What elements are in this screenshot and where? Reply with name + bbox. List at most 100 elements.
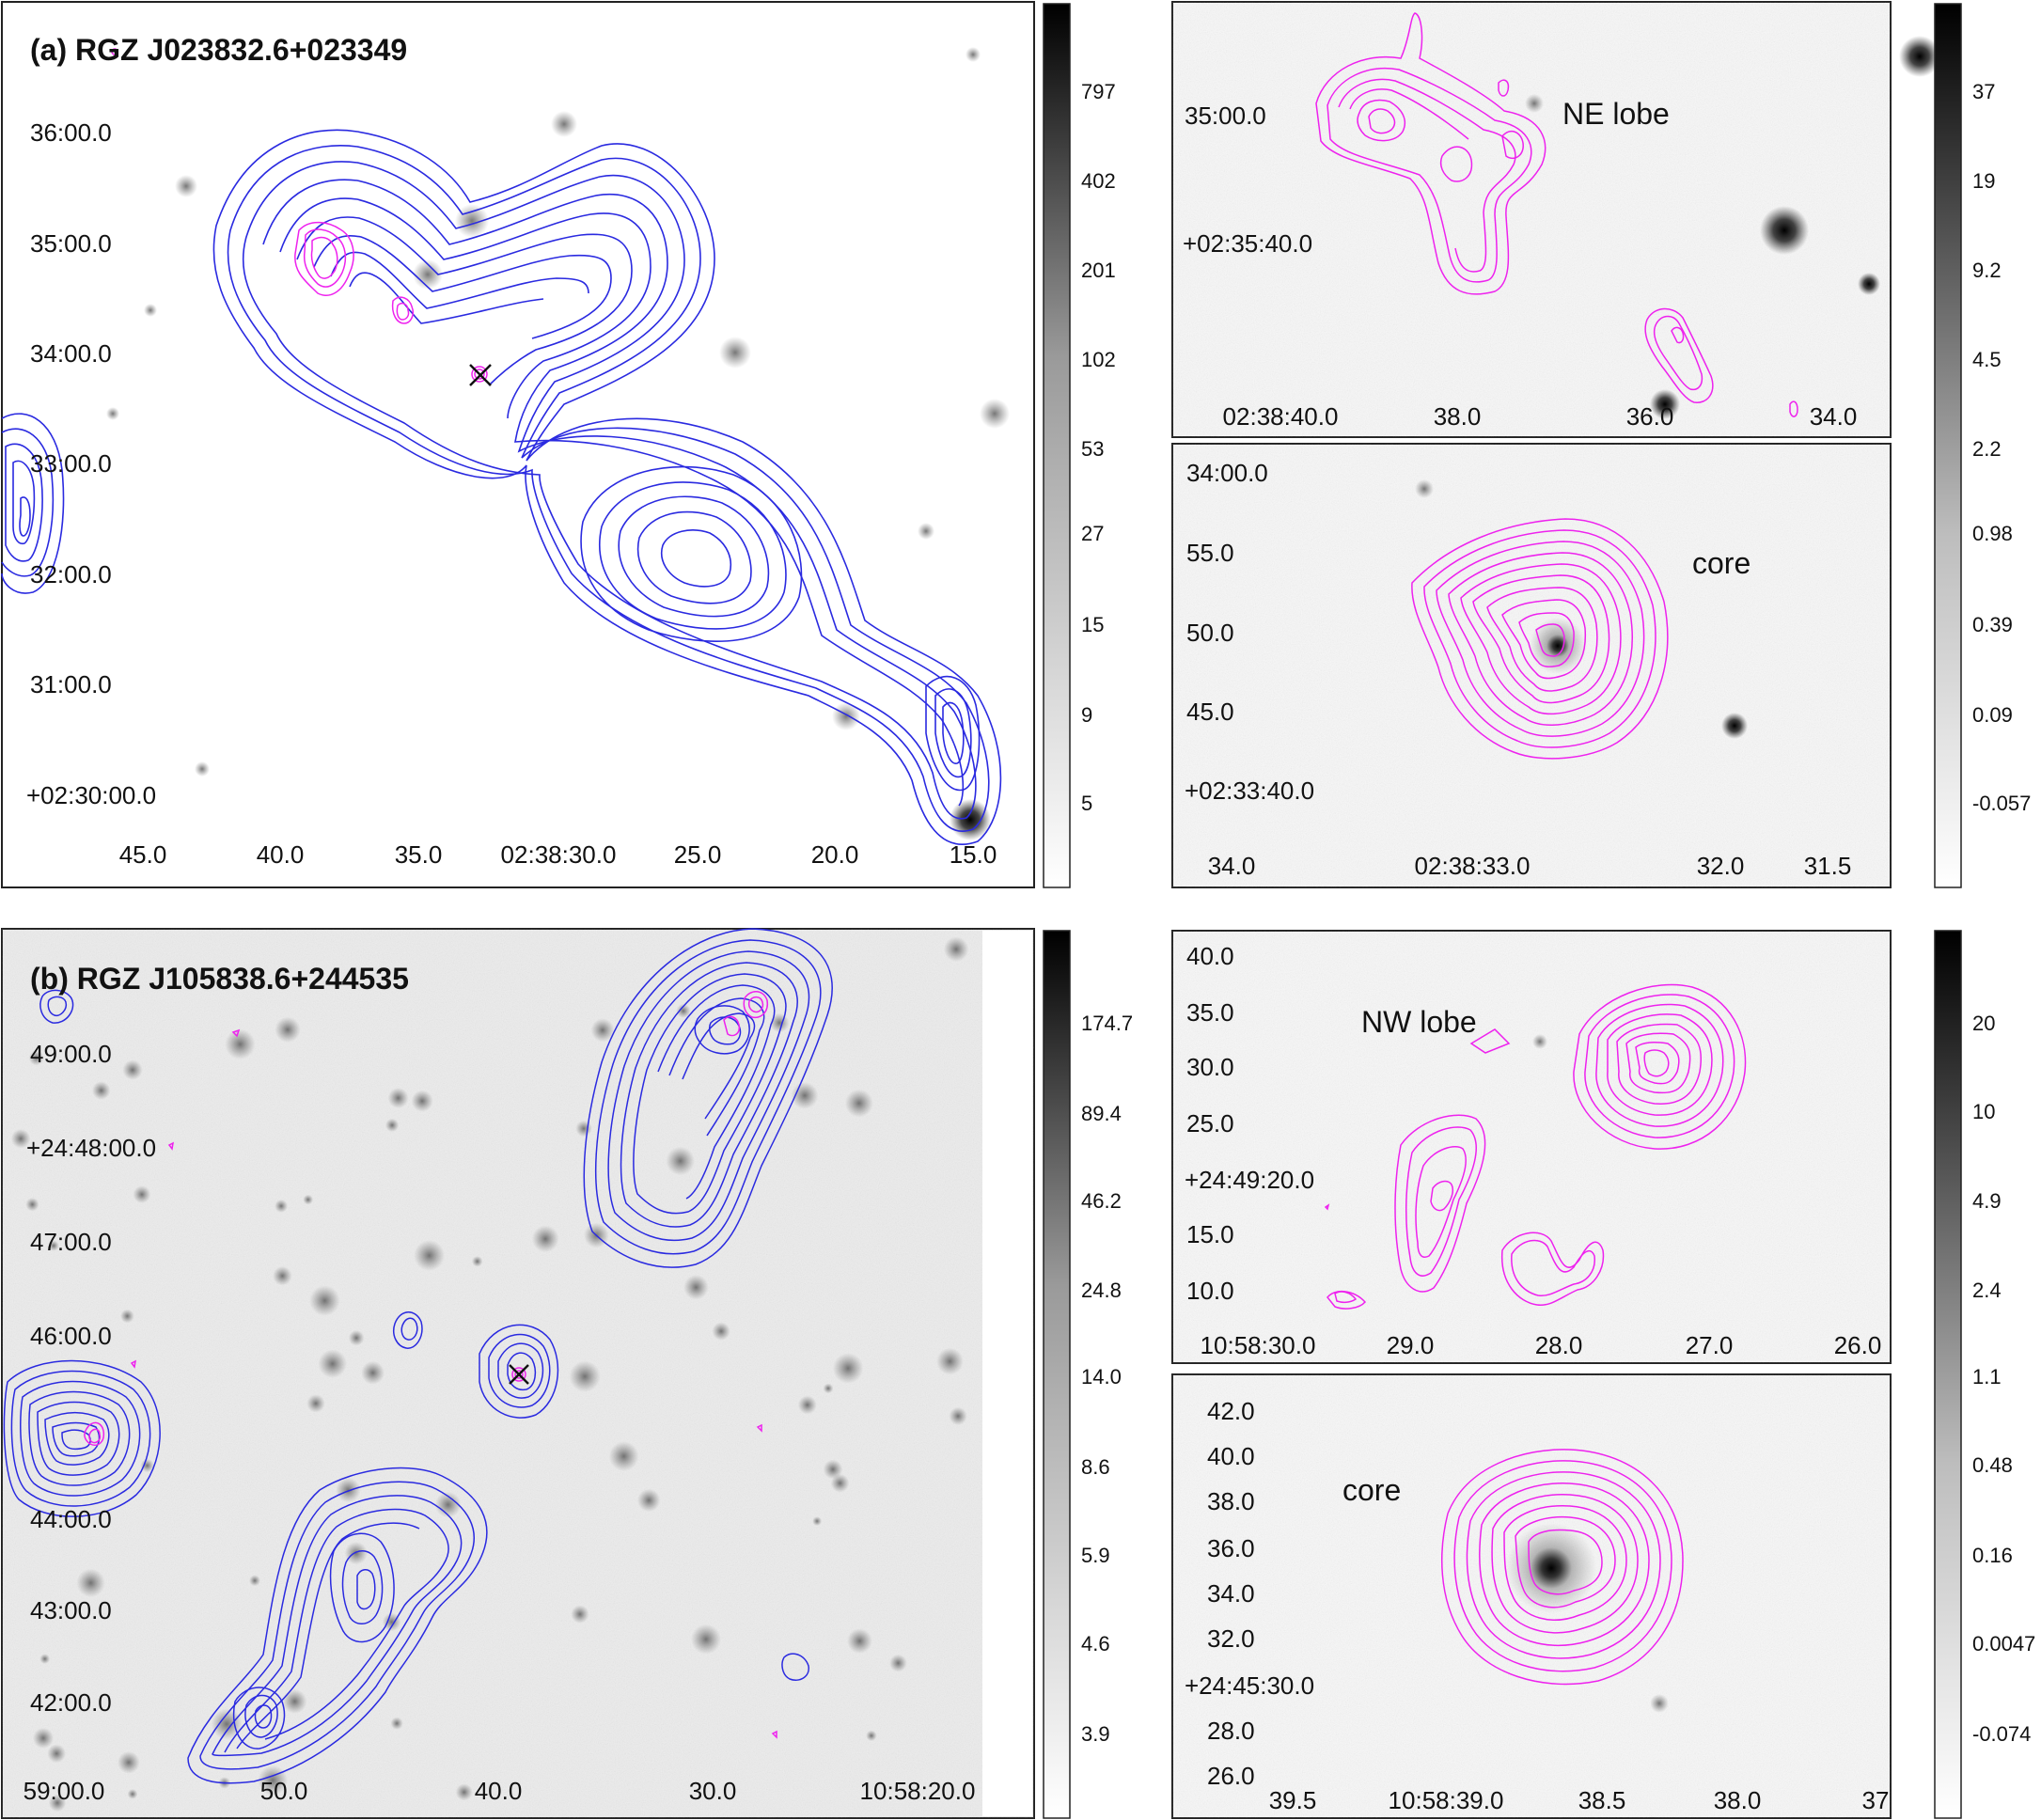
background-star — [76, 1568, 105, 1598]
panel-b-colorbar: 174.7 89.4 46.2 24.8 14.0 8.6 5.9 4.6 3.… — [1043, 930, 1133, 1819]
panel-a-top-xlabel-3: 34.0 — [1810, 402, 1858, 431]
panel-a-icbar-3: 4.5 — [1972, 348, 2002, 371]
background-star — [117, 1750, 140, 1774]
panel-a-top-inset-label: NE lobe — [1562, 97, 1670, 131]
background-star — [390, 1717, 403, 1730]
panel-a-y-axis-labels: 36:00.0 35:00.0 34:00.0 33:00.0 32:00.0 … — [26, 118, 156, 809]
panel-b-bot-ylabel-0: 42.0 — [1207, 1397, 1255, 1425]
panel-a-bot-xlabel-2: 32.0 — [1697, 852, 1745, 880]
background-star — [91, 1081, 111, 1100]
panel-b-icbar-8: -0.074 — [1972, 1722, 2031, 1746]
panel-b-cbar-2: 46.2 — [1081, 1189, 1122, 1213]
panel-b-bot-xlabel-2: 38.5 — [1578, 1786, 1626, 1814]
panel-b-top-inset-y-labels: 40.0 35.0 30.0 25.0 +24:49:20.0 15.0 10.… — [1185, 942, 1314, 1305]
panel-b-bottom-inset-y-labels: 42.0 40.0 38.0 36.0 34.0 32.0 +24:45:30.… — [1185, 1397, 1314, 1790]
panel-a-stars — [106, 47, 1010, 840]
background-star — [823, 1383, 834, 1394]
panel-b-bot-ylabel-6: +24:45:30.0 — [1185, 1671, 1314, 1700]
panel-b-icbar-5: 0.48 — [1972, 1453, 2013, 1477]
panel-a-icbar-2: 9.2 — [1972, 259, 2002, 282]
panel-b-top-inset: NW lobe 40.0 35.0 30.0 25.0 +24:49:20.0 … — [1171, 930, 1892, 1364]
panel-a-bot-xlabel-0: 34.0 — [1208, 852, 1256, 880]
panel-b-top-xlabel-1: 29.0 — [1387, 1331, 1435, 1359]
panel-b-xlabel-0: 59:00.0 — [24, 1777, 105, 1805]
panel-b-x-axis-labels: 59:00.0 50.0 40.0 30.0 10:58:20.0 — [24, 1777, 976, 1805]
background-star — [318, 1349, 348, 1378]
panel-a-icbar-1: 19 — [1972, 169, 1995, 193]
panel-b-main-image: (b) RGZ J105838.6+244535 49:00.0 +24:48:… — [1, 928, 1035, 1819]
background-star — [797, 1395, 817, 1415]
panel-a-cbar-8: 5 — [1081, 792, 1092, 815]
panel-a-icbar-8: -0.057 — [1972, 792, 2031, 815]
panel-b-icbar-4: 1.1 — [1972, 1365, 2002, 1389]
panel-a-cbar-1: 402 — [1081, 169, 1116, 193]
panel-a-cbar-3: 102 — [1081, 348, 1116, 371]
background-star — [122, 1059, 143, 1080]
panel-a-bot-ylabel-1: 55.0 — [1186, 539, 1234, 567]
panel-a-icbar-4: 2.2 — [1972, 437, 2002, 461]
panel-b-stars — [10, 936, 969, 1812]
panel-a-bottom-inset-y-labels: 34:00.0 55.0 50.0 45.0 +02:33:40.0 — [1185, 459, 1314, 805]
panel-b-cbar-3: 24.8 — [1081, 1279, 1122, 1302]
panel-b-cbar-7: 4.6 — [1081, 1632, 1110, 1655]
background-star — [140, 1458, 154, 1473]
panel-a-xlabel-3: 02:38:30.0 — [501, 840, 617, 869]
panel-a-top-ylabel-0: 35:00.0 — [1185, 102, 1266, 130]
background-star — [303, 1194, 314, 1205]
panel-a-ylabel-6: +02:30:00.0 — [26, 781, 156, 809]
panel-b-bot-ylabel-7: 28.0 — [1207, 1717, 1255, 1745]
panel-a-top-inset: NE lobe 35:00.0 +02:35:40.0 02:38:40.0 3… — [1171, 1, 1940, 438]
panel-b-radio-contours-blue — [3, 928, 833, 1784]
panel-b-host-marker — [509, 1364, 529, 1385]
background-star — [48, 1240, 59, 1251]
panel-a-title: (a) RGZ J023832.6+023349 — [30, 33, 407, 67]
panel-b-bot-ylabel-1: 40.0 — [1207, 1442, 1255, 1470]
background-star — [844, 1089, 873, 1118]
panel-b-icbar-3: 2.4 — [1972, 1279, 2002, 1302]
background-star — [119, 1309, 134, 1324]
background-star — [943, 936, 969, 962]
panel-b-bot-xlabel-4: 37 — [1862, 1786, 1890, 1814]
background-star — [866, 1730, 877, 1742]
panel-a-bottom-inset-label: core — [1692, 546, 1751, 580]
panel-a-bot-xlabel-1: 02:38:33.0 — [1415, 852, 1531, 880]
panel-b-ylabel-5: 43:00.0 — [30, 1596, 112, 1624]
panel-b-ylabel-3: 46:00.0 — [30, 1322, 112, 1350]
panel-b-cbar-6: 5.9 — [1081, 1544, 1110, 1567]
panel-b-bottom-inset-label: core — [1342, 1473, 1401, 1507]
panel-a-xlabel-6: 15.0 — [950, 840, 997, 869]
panel-a-radio-contours-blue — [1, 129, 1002, 845]
panel-a-bot-ylabel-0: 34:00.0 — [1186, 459, 1268, 487]
background-star — [847, 1628, 872, 1654]
panel-b-top-ylabel-4: +24:49:20.0 — [1185, 1166, 1314, 1194]
panel-b-top-xlabel-4: 26.0 — [1834, 1331, 1882, 1359]
panel-a-icbar-5: 0.98 — [1972, 522, 2013, 545]
background-star — [571, 1605, 589, 1624]
panel-a-ylabel-3: 33:00.0 — [30, 449, 112, 478]
panel-a-bot-ylabel-2: 50.0 — [1186, 619, 1234, 647]
panel-a-top-ylabel-1: +02:35:40.0 — [1183, 229, 1312, 258]
panel-a-colorbar: 797 402 201 102 53 27 15 9 5 — [1043, 3, 1116, 888]
panel-b-top-xlabel-2: 28.0 — [1535, 1331, 1583, 1359]
panel-a-ylabel-5: 31:00.0 — [30, 670, 112, 698]
background-star — [275, 1016, 301, 1043]
panel-b-xlabel-3: 30.0 — [689, 1777, 737, 1805]
background-star — [414, 1240, 446, 1271]
panel-b-xlabel-1: 50.0 — [260, 1777, 308, 1805]
background-star — [455, 1783, 473, 1801]
background-star — [666, 1146, 695, 1176]
panel-a-cbar-7: 9 — [1081, 703, 1092, 727]
background-star — [309, 1285, 340, 1316]
background-star — [590, 1018, 615, 1043]
panel-b-bot-ylabel-5: 32.0 — [1207, 1624, 1255, 1653]
panel-b-top-ylabel-2: 30.0 — [1186, 1053, 1234, 1081]
background-star — [385, 1118, 400, 1133]
panel-a-inset-colorbar: 37 19 9.2 4.5 2.2 0.98 0.39 0.09 -0.057 — [1934, 3, 2031, 888]
panel-b-top-inset-label: NW lobe — [1361, 1005, 1477, 1039]
panel-b-icbar-1: 10 — [1972, 1100, 1995, 1123]
panel-a-main-image: (a) RGZ J023832.6+023349 36:00.0 35:00.0… — [1, 1, 1035, 888]
background-star — [769, 1012, 790, 1033]
panel-a-cbar-6: 15 — [1081, 613, 1104, 636]
panel-b-top-xlabel-0: 10:58:30.0 — [1201, 1331, 1316, 1359]
background-star — [949, 1406, 967, 1426]
